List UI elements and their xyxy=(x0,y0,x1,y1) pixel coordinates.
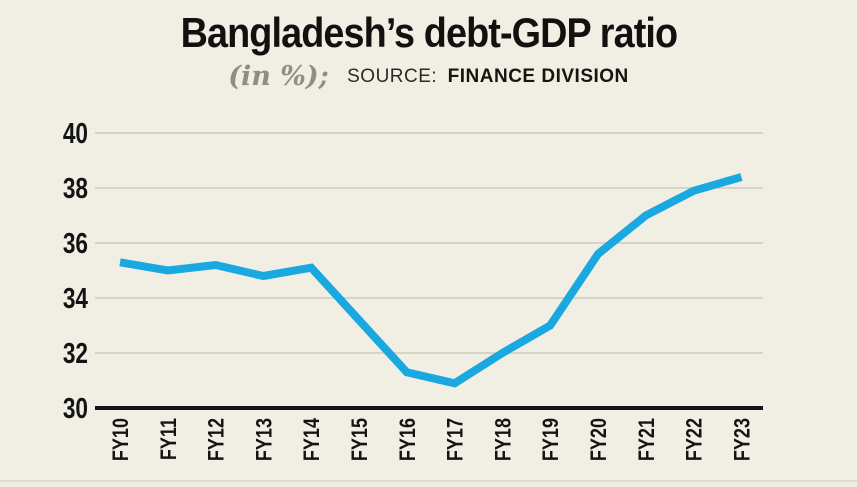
y-tick-label: 34 xyxy=(63,281,89,314)
x-tick-label: FY14 xyxy=(301,417,325,461)
debt-gdp-line xyxy=(119,173,743,388)
y-tick-label: 32 xyxy=(63,336,88,369)
x-tick-label: FY12 xyxy=(205,418,229,461)
x-tick-label: FY19 xyxy=(540,418,564,461)
x-tick-label: FY15 xyxy=(348,418,372,461)
x-tick-label: FY16 xyxy=(396,418,420,461)
line-chart: 30 32 34 36 38 40 FY10 FY11 FY12 FY13 FY14 FY15 FY16… xyxy=(0,108,857,482)
x-tick-label: FY20 xyxy=(587,418,611,461)
y-tick-label: 36 xyxy=(63,226,88,259)
x-tick-label: FY21 xyxy=(635,418,659,461)
x-tick-label: FY23 xyxy=(731,418,755,461)
y-tick-label: 38 xyxy=(63,171,88,204)
unit-label: (in %); xyxy=(228,61,329,92)
x-tick-label: FY18 xyxy=(492,418,516,461)
source-label: SOURCE: xyxy=(347,66,438,87)
x-tick-label: FY22 xyxy=(683,418,707,461)
bottom-edge-divider xyxy=(0,480,857,482)
source-value: FINANCE DIVISION xyxy=(447,66,629,87)
y-tick-label: 30 xyxy=(63,391,88,424)
x-tick-label: FY17 xyxy=(444,418,468,461)
y-tick-label: 40 xyxy=(63,116,88,149)
chart-title: Bangladesh’s debt-GDP ratio xyxy=(180,9,678,56)
x-tick-label: FY11 xyxy=(157,418,181,460)
chart-header: Bangladesh’s debt-GDP ratio (in %); SOUR… xyxy=(0,0,857,98)
x-tick-label: FY10 xyxy=(109,418,133,461)
x-tick-label: FY13 xyxy=(253,418,277,461)
chart-subtitle: (in %); SOURCE: FINANCE DIVISION xyxy=(0,60,857,98)
line-chart-canvas: 30 32 34 36 38 40 FY10 FY11 FY12 FY13 FY14 FY15 FY16… xyxy=(63,116,763,461)
